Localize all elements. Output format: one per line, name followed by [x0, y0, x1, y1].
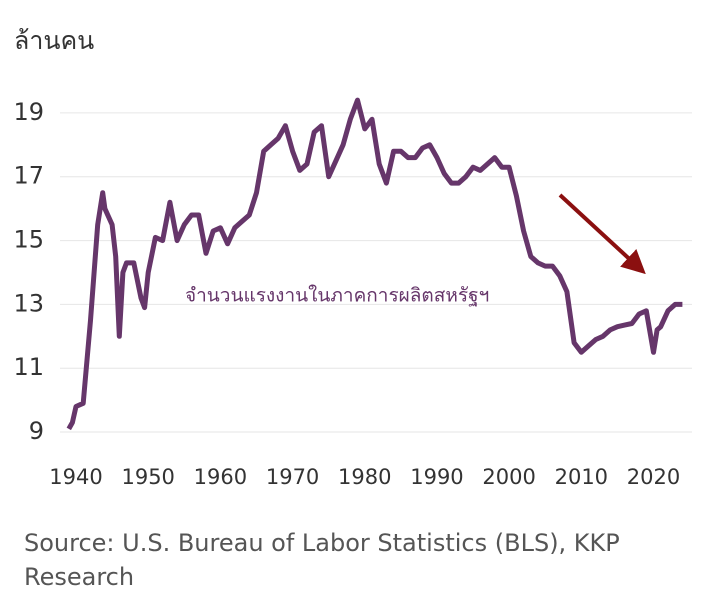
x-tick-label: 2020: [627, 465, 680, 489]
y-tick-label: 13: [13, 289, 44, 317]
y-tick-label: 17: [13, 162, 44, 190]
chart: 2020 2010 2000 1990 1980 1970 1960 1950 1940 19 17…: [13, 26, 692, 489]
x-tick-label: 1950: [121, 465, 174, 489]
x-tick-label: 1940: [49, 465, 102, 489]
y-tick-label: 11: [13, 353, 44, 381]
source-note: Source: U.S. Bureau of Labor Statistics …: [24, 529, 620, 591]
data-line: [66, 97, 683, 431]
x-tick-label: 1980: [338, 465, 391, 489]
trend-arrow: [558, 193, 646, 275]
x-tick-label: 1960: [194, 465, 247, 489]
y-axis-label: ล้านคน: [14, 26, 94, 55]
x-tick-label: 2010: [555, 465, 608, 489]
y-tick-label: 19: [13, 98, 44, 126]
x-tick-label: 1990: [410, 465, 463, 489]
annotation: จำนวนแรงงานในภาคการผลิตสหรัฐฯ: [185, 285, 489, 307]
y-tick-label: 15: [13, 226, 44, 254]
x-tick-label: 1970: [266, 465, 319, 489]
y-tick-label: 9: [29, 417, 44, 445]
x-tick-label: 2000: [482, 465, 535, 489]
